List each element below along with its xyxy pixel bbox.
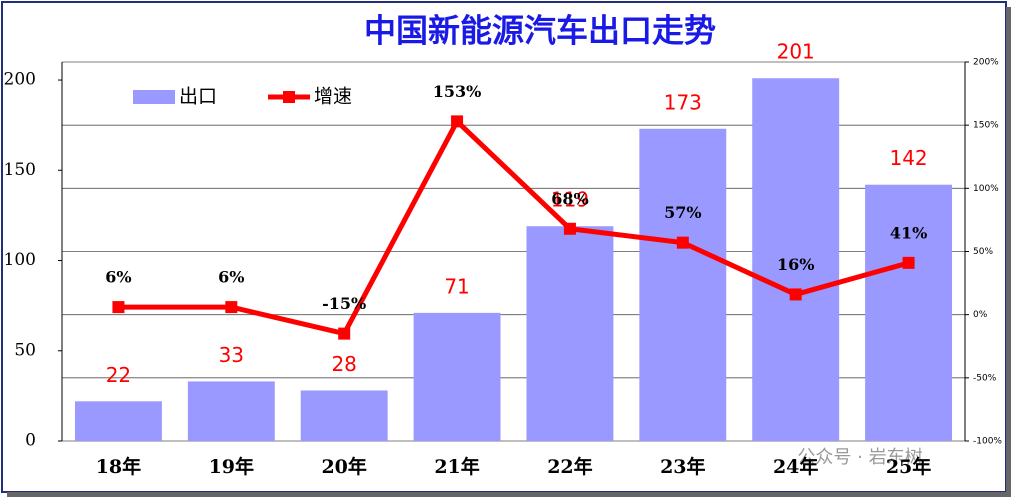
bar — [752, 78, 840, 441]
y-tick-label: 50 — [14, 340, 36, 360]
line-value-label: 6% — [105, 268, 131, 287]
line-value-label: 57% — [664, 203, 701, 222]
frame-shadow — [1006, 7, 1011, 497]
y-tick-label: 0 — [25, 431, 36, 451]
bar-value-label: 142 — [889, 146, 927, 170]
legend-swatch — [283, 91, 295, 103]
x-tick-label: 24年 — [773, 455, 818, 478]
bar-value-label: 173 — [664, 90, 702, 114]
bar-value-label: 119 — [551, 188, 589, 212]
x-tick-label: 19年 — [209, 455, 254, 478]
y2-tick-label: -100% — [973, 437, 1002, 447]
line-value-label: 41% — [890, 223, 927, 242]
bar-value-label: 22 — [106, 363, 131, 387]
line-marker — [563, 222, 576, 235]
legend-label: 增速 — [314, 86, 352, 108]
watermark: 公众号 · 岩东树 — [797, 447, 922, 468]
bar — [187, 381, 275, 441]
y2-tick-label: 100% — [973, 184, 999, 194]
y-tick-label: 100 — [4, 250, 36, 270]
bar — [74, 401, 162, 441]
line-value-label: 16% — [777, 255, 814, 274]
y2-tick-label: 50% — [973, 247, 993, 257]
line-marker — [789, 288, 802, 301]
line-value-label: -15% — [322, 294, 366, 313]
x-tick-label: 25年 — [886, 455, 931, 478]
bar-value-label: 28 — [331, 352, 356, 376]
bar — [639, 128, 727, 441]
line — [118, 118, 910, 337]
line-marker — [451, 115, 464, 128]
bar-value-label: 201 — [777, 40, 815, 64]
x-tick-label: 20年 — [321, 455, 366, 478]
bar — [526, 226, 614, 441]
y-tick-label: 150 — [4, 160, 36, 180]
line-value-label: 6% — [218, 268, 244, 287]
y-tick-label: 200 — [4, 70, 36, 90]
y2-tick-label: 150% — [973, 121, 999, 131]
x-tick-label: 18年 — [96, 455, 141, 478]
line-marker — [902, 256, 915, 269]
line-marker — [338, 327, 351, 340]
bar — [413, 312, 501, 441]
frame-shadow — [7, 492, 1010, 497]
chart-title: 中国新能源汽车出口走势 — [364, 12, 716, 50]
x-tick-label: 22年 — [547, 455, 592, 478]
bar — [300, 390, 388, 441]
y2-tick-label: 0% — [973, 310, 988, 320]
line-value-label: 68% — [551, 189, 588, 208]
x-tick-label: 23年 — [660, 455, 705, 478]
legend-label: 出口 — [179, 86, 217, 108]
y2-tick-label: 200% — [973, 58, 999, 68]
line-marker — [225, 301, 238, 314]
line-marker — [676, 236, 689, 249]
x-tick-label: 21年 — [434, 455, 479, 478]
y2-tick-label: -50% — [973, 373, 997, 383]
line-marker — [112, 301, 125, 314]
line-value-label: 153% — [433, 82, 482, 101]
bar-value-label: 71 — [444, 274, 469, 298]
bar-value-label: 33 — [219, 343, 244, 367]
bar — [865, 184, 953, 441]
legend-swatch — [133, 90, 175, 104]
